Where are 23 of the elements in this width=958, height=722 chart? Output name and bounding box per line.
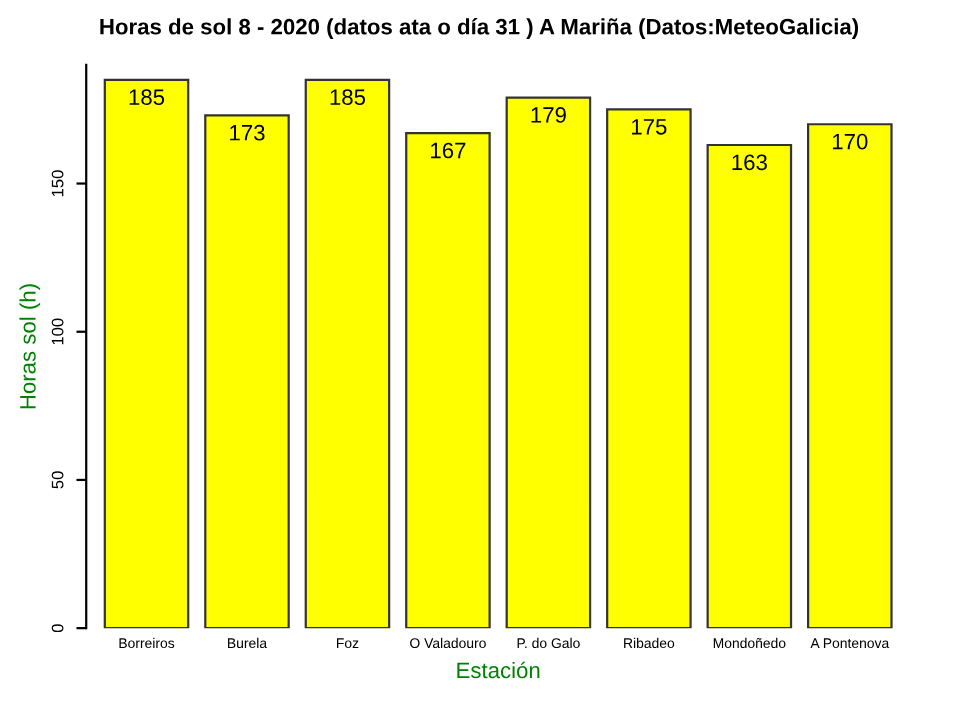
bar [505,96,592,629]
data-label: 170 [832,133,868,150]
chart-title: Horas de sol 8 - 2020 (datos ata o día 31 ) A Mariña (Datos:MeteoGalicia) [100,18,859,39]
data-label: 185 [330,89,366,106]
y-tick-label: 50 [51,471,64,489]
bar [204,114,290,629]
bar [807,123,893,629]
bar [103,78,190,629]
data-label: 167 [431,142,466,159]
data-label: 163 [732,154,767,171]
bar [304,78,391,629]
data-label: 175 [632,119,667,135]
y-tick-label: 0 [51,624,64,633]
data-label: 179 [531,107,566,123]
y-tick-label: 100 [51,318,64,345]
data-label: 185 [129,89,165,106]
bar [706,143,793,629]
y-axis-title: Horas sol (h) [19,284,41,409]
data-label: 173 [230,124,265,141]
bar [405,132,491,629]
x-axis-title: Estación [457,661,540,679]
y-tick-label: 150 [51,170,64,197]
bar [606,108,692,629]
